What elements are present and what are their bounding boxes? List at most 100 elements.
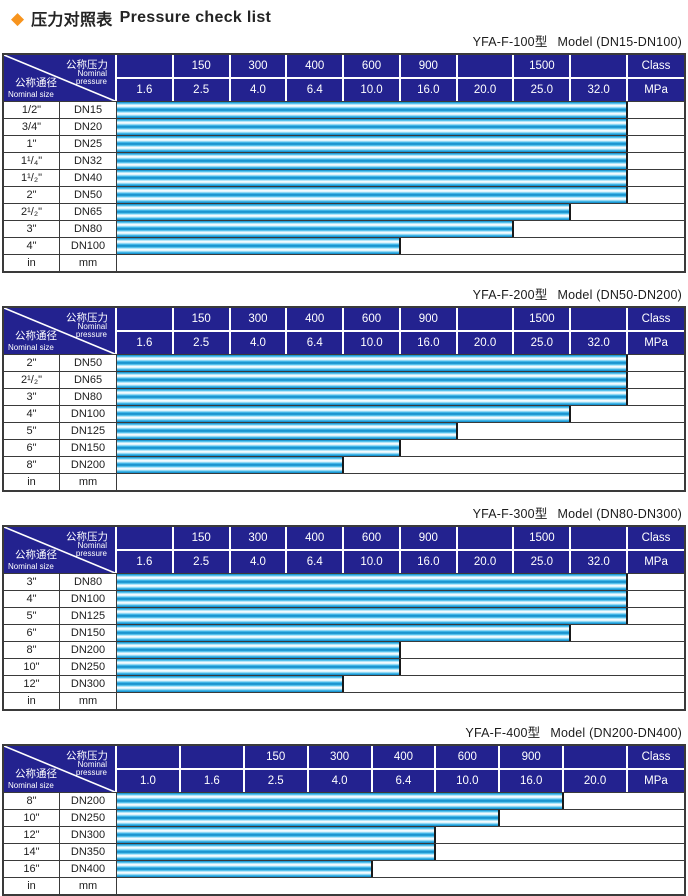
pressure-bar	[117, 221, 515, 237]
nominal-size-dn-cell: DN250	[60, 810, 117, 826]
mpa-label-cell: MPa	[644, 84, 668, 96]
table-row: 3" DN80	[4, 388, 684, 405]
mpa-header-cell: 32.0	[571, 332, 629, 354]
nominal-size-inch-cell: 6"	[4, 625, 60, 641]
pressure-table-block: YFA-F-300型 Model (DN80-DN300) 公称压力 Nominal p…	[2, 502, 686, 711]
nominal-size-dn-cell: DN150	[60, 440, 117, 456]
pressure-range-cell	[117, 119, 628, 135]
pressure-bar	[117, 204, 572, 220]
mpa-header-cell: 2.5	[174, 79, 231, 101]
nominal-size-dn-cell: DN200	[60, 642, 117, 658]
pressure-table-block: YFA-F-100型 Model (DN15-DN100) 公称压力 Nominal p…	[2, 30, 686, 273]
pressure-range-cell	[117, 136, 628, 152]
page-title-zh: 压力对照表	[31, 12, 113, 29]
mpa-header-cell: 4.0	[231, 79, 288, 101]
table-row: 1/2" DN15	[4, 101, 684, 118]
class-header-cell: 300	[231, 308, 288, 330]
class-header-cell	[117, 55, 174, 77]
pressure-range-cell	[117, 574, 628, 590]
nominal-size-inch-cell: 4"	[4, 238, 60, 254]
unit-inch-cell: in	[4, 693, 60, 709]
mpa-header-cell: 6.4	[373, 770, 437, 792]
corner-pressure-en: Nominal pressure	[76, 761, 107, 777]
pressure-table: 公称压力 Nominal pressure 公称通径 Nominal size 150 30…	[2, 306, 686, 492]
nominal-size-dn-cell: DN50	[60, 187, 117, 203]
class-label-cell: Class	[641, 532, 671, 544]
corner-header-cell: 公称压力 Nominal pressure 公称通径 Nominal size	[4, 308, 117, 354]
class-value-cell	[628, 793, 684, 809]
corner-pressure-zh: 公称压力	[66, 531, 108, 543]
class-label-cell: Class	[641, 60, 671, 72]
nominal-size-dn-cell: DN20	[60, 119, 117, 135]
pressure-range-cell	[117, 676, 628, 692]
pressure-range-cell	[117, 591, 628, 607]
nominal-size-dn-cell: DN125	[60, 423, 117, 439]
unit-row: in mm	[4, 877, 684, 894]
table-row: 3/4" DN20	[4, 118, 684, 135]
table-model-label: YFA-F-300型	[472, 507, 548, 521]
mpa-label-cell: MPa	[644, 556, 668, 568]
unit-class-cell	[628, 255, 684, 271]
pressure-bar	[117, 625, 572, 641]
corner-size-en: Nominal size	[8, 90, 54, 99]
nominal-size-dn-cell: DN25	[60, 136, 117, 152]
pressure-range-cell	[117, 204, 628, 220]
pressure-table-block: YFA-F-200型 Model (DN50-DN200) 公称压力 Nominal p…	[2, 283, 686, 492]
corner-pressure-en-line1: Nominal	[77, 69, 107, 78]
corner-pressure-en-line1: Nominal	[77, 541, 107, 550]
nominal-size-dn-cell: DN400	[60, 861, 117, 877]
nominal-size-inch-cell: 3/4"	[4, 119, 60, 135]
corner-size-en: Nominal size	[8, 781, 54, 790]
pressure-range-cell	[117, 625, 628, 641]
class-header-row: 150 300 400 600 900 1500 Class	[117, 527, 684, 551]
table-row: 2¹/₂" DN65	[4, 203, 684, 220]
pressure-range-cell	[117, 389, 628, 405]
nominal-size-inch-cell: 3"	[4, 574, 60, 590]
pressure-range-cell	[117, 457, 628, 473]
class-header-cell	[117, 746, 181, 768]
class-value-cell	[628, 861, 684, 877]
mpa-header-cell: 1.6	[117, 551, 174, 573]
pressure-bar	[117, 153, 628, 169]
pressure-range-cell	[117, 355, 628, 371]
nominal-size-dn-cell: DN250	[60, 659, 117, 675]
table-header: 公称压力 Nominal pressure 公称通径 Nominal size 150 30…	[4, 308, 684, 354]
class-header-cell: 1500	[514, 308, 572, 330]
unit-empty-cell	[117, 693, 628, 709]
mpa-header-row: 1.6 2.5 4.0 6.4 10.0 16.0 20.0 25.0 32.0 MPa	[117, 551, 684, 573]
class-header-cell: 900	[401, 55, 458, 77]
unit-row: in mm	[4, 254, 684, 271]
unit-row: in mm	[4, 473, 684, 490]
nominal-size-dn-cell: DN80	[60, 221, 117, 237]
nominal-size-dn-cell: DN15	[60, 102, 117, 118]
corner-pressure-zh: 公称压力	[66, 59, 108, 71]
corner-pressure-zh: 公称压力	[66, 312, 108, 324]
pressure-range-cell	[117, 238, 628, 254]
table-row: 6" DN150	[4, 624, 684, 641]
table-subtitle: YFA-F-100型 Model (DN15-DN100)	[2, 30, 686, 53]
nominal-size-dn-cell: DN200	[60, 793, 117, 809]
unit-class-cell	[628, 878, 684, 894]
nominal-size-inch-cell: 1¹/₂"	[4, 170, 60, 186]
class-value-cell	[628, 676, 684, 692]
table-subtitle: YFA-F-200型 Model (DN50-DN200)	[2, 283, 686, 306]
class-value-cell	[628, 102, 684, 118]
class-header-cell: 400	[287, 55, 345, 77]
nominal-size-dn-cell: DN150	[60, 625, 117, 641]
mpa-label-cell: MPa	[644, 337, 668, 349]
pressure-bar	[117, 810, 501, 826]
corner-pressure-en: Nominal pressure	[76, 542, 107, 558]
class-value-cell	[628, 574, 684, 590]
pressure-range-cell	[117, 153, 628, 169]
pressure-bar	[117, 642, 401, 658]
class-value-cell	[628, 608, 684, 624]
mpa-header-cell: 2.5	[174, 551, 231, 573]
corner-pressure-en: Nominal pressure	[76, 323, 107, 339]
pressure-bar	[117, 136, 628, 152]
table-row: 1" DN25	[4, 135, 684, 152]
table-row: 5" DN125	[4, 607, 684, 624]
pressure-tables-container: YFA-F-100型 Model (DN15-DN100) 公称压力 Nominal p…	[2, 30, 686, 896]
corner-size-zh: 公称通径	[15, 330, 57, 342]
pressure-bar	[117, 659, 401, 675]
mpa-header-cell: 25.0	[514, 551, 572, 573]
